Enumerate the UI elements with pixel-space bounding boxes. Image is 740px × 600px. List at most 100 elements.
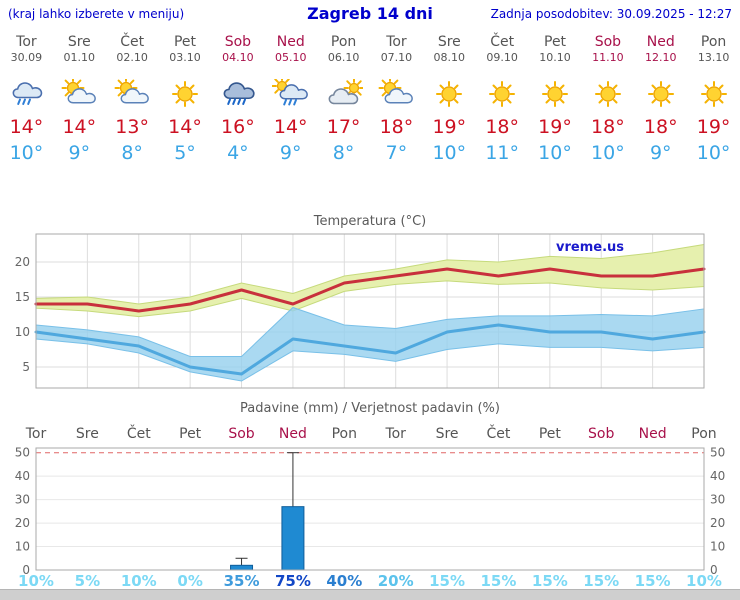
- max-temperature: 19°: [432, 116, 467, 138]
- day-date: 12.10: [644, 51, 677, 64]
- day-date: 10.10: [539, 51, 571, 64]
- day-name: Pon: [700, 34, 727, 50]
- svg-text:10%: 10%: [18, 572, 54, 590]
- day-name: Sob: [594, 34, 622, 50]
- max-temperature: 14°: [62, 116, 97, 138]
- svg-text:10%: 10%: [121, 572, 157, 590]
- page-title: Zagreb 14 dni: [307, 4, 433, 23]
- svg-text:5%: 5%: [75, 572, 100, 590]
- svg-text:5: 5: [22, 360, 30, 374]
- day-date: 13.10: [697, 51, 730, 64]
- forecast-day-column: Sre 08.10 19° 10°: [423, 34, 476, 165]
- min-temperature: 10°: [696, 142, 731, 164]
- forecast-day-column: Tor 30.09 14° 10°: [0, 34, 53, 165]
- sunny-icon: [423, 79, 476, 109]
- svg-text:Sre: Sre: [76, 426, 99, 442]
- day-name: Ned: [276, 34, 305, 50]
- svg-text:Ned: Ned: [279, 426, 307, 442]
- horizontal-scrollbar[interactable]: [0, 589, 740, 600]
- svg-text:15%: 15%: [583, 572, 619, 590]
- svg-text:10: 10: [710, 540, 725, 554]
- min-temperature: 4°: [227, 142, 249, 164]
- svg-text:0: 0: [710, 563, 718, 577]
- svg-text:Pon: Pon: [691, 426, 716, 442]
- svg-text:20%: 20%: [378, 572, 414, 590]
- forecast-day-column: Pon 13.10 19° 10°: [687, 34, 740, 165]
- day-name: Čet: [490, 34, 515, 50]
- precipitation-chart: Tor Sre Čet Pet Sob Ned Pon Tor Sre Čet Pet Sob Ned P…: [15, 424, 726, 590]
- max-temperature: 14°: [273, 116, 308, 138]
- day-name: Sob: [224, 34, 252, 50]
- svg-text:Ned: Ned: [639, 426, 667, 442]
- forecast-day-column: Ned 12.10 18° 9°: [634, 34, 687, 165]
- day-name: Pet: [173, 34, 197, 50]
- sunny-icon: [159, 79, 212, 109]
- forecast-day-column: Sob 04.10 16° 4°: [211, 34, 264, 165]
- svg-text:0%: 0%: [177, 572, 202, 590]
- sun-cloud-icon: [53, 79, 106, 109]
- day-name: Tor: [16, 34, 37, 50]
- min-temperature: 10°: [591, 142, 625, 164]
- max-temperature: 14°: [9, 116, 44, 138]
- svg-text:20: 20: [15, 255, 30, 269]
- day-name: Čet: [120, 34, 145, 50]
- menu-hint-text: (kraj lahko izberete v meniju): [8, 7, 185, 21]
- min-temperature: 11°: [485, 142, 519, 164]
- svg-text:Pet: Pet: [179, 426, 202, 442]
- day-date: 01.10: [63, 51, 96, 64]
- sun-cloud-icon: [370, 79, 423, 109]
- svg-text:10: 10: [15, 325, 30, 339]
- sunny-icon: [687, 79, 740, 109]
- temperature-chart: 5 10 15 20: [15, 233, 706, 389]
- max-temperature: 16°: [221, 116, 255, 138]
- day-date: 05.10: [274, 51, 307, 64]
- svg-text:Pet: Pet: [539, 426, 562, 442]
- day-date: 04.10: [222, 51, 254, 64]
- day-date: 02.10: [116, 51, 148, 64]
- min-temperature: 10°: [538, 142, 572, 164]
- max-temperature: 18°: [379, 116, 414, 138]
- svg-text:15%: 15%: [429, 572, 465, 590]
- min-temperature: 5°: [174, 142, 196, 164]
- svg-text:15: 15: [15, 290, 30, 304]
- forecast-day-column: Ned 05.10 14° 9°: [264, 34, 317, 165]
- vreme-watermark-link[interactable]: vreme.us: [556, 240, 624, 255]
- min-temperature: 7°: [385, 142, 408, 164]
- svg-text:10: 10: [15, 540, 30, 554]
- forecast-day-column: Pet 10.10 19° 10°: [529, 34, 582, 165]
- svg-text:15%: 15%: [481, 572, 517, 590]
- svg-text:20: 20: [710, 516, 725, 530]
- day-date: 11.10: [592, 51, 624, 64]
- min-temperature: 10°: [9, 142, 44, 164]
- last-updated-text: Zadnja posodobitev: 30.09.2025 - 12:27: [490, 7, 732, 21]
- max-temperature: 13°: [115, 116, 149, 138]
- forecast-day-column: Čet 09.10 18° 11°: [476, 34, 529, 165]
- day-date: 06.10: [327, 51, 360, 64]
- max-temperature: 14°: [168, 116, 202, 138]
- max-temperature: 18°: [485, 116, 519, 138]
- forecast-day-column: Sob 11.10 18° 10°: [581, 34, 634, 165]
- day-name: Pon: [330, 34, 357, 50]
- svg-text:Čet: Čet: [487, 424, 511, 442]
- svg-text:40%: 40%: [326, 572, 362, 590]
- day-date: 09.10: [486, 51, 518, 64]
- min-temperature: 9°: [279, 142, 302, 164]
- svg-text:Sob: Sob: [228, 426, 254, 442]
- forecast-day-column: Tor 07.10 18° 7°: [370, 34, 423, 165]
- rain-icon: [0, 79, 53, 109]
- svg-text:Pon: Pon: [332, 426, 357, 442]
- forecast-day-column: Sre 01.10 14° 9°: [53, 34, 106, 165]
- svg-text:50: 50: [710, 446, 725, 460]
- forecast-strip: Tor 30.09 14° 10° Sre 01.10 14° 9° Čet 0…: [0, 34, 740, 165]
- day-name: Sre: [437, 34, 461, 50]
- svg-text:Tor: Tor: [25, 426, 47, 442]
- sunny-icon: [476, 79, 529, 109]
- sun-cloud-icon: [106, 79, 159, 109]
- svg-text:15%: 15%: [635, 572, 671, 590]
- svg-text:15%: 15%: [532, 572, 568, 590]
- day-date: 08.10: [433, 51, 466, 64]
- app-header: (kraj lahko izberete v meniju) Zagreb 14…: [0, 0, 740, 28]
- svg-text:20: 20: [15, 516, 30, 530]
- day-date: 07.10: [380, 51, 413, 64]
- temperature-chart-title: Temperatura (°C): [313, 214, 427, 229]
